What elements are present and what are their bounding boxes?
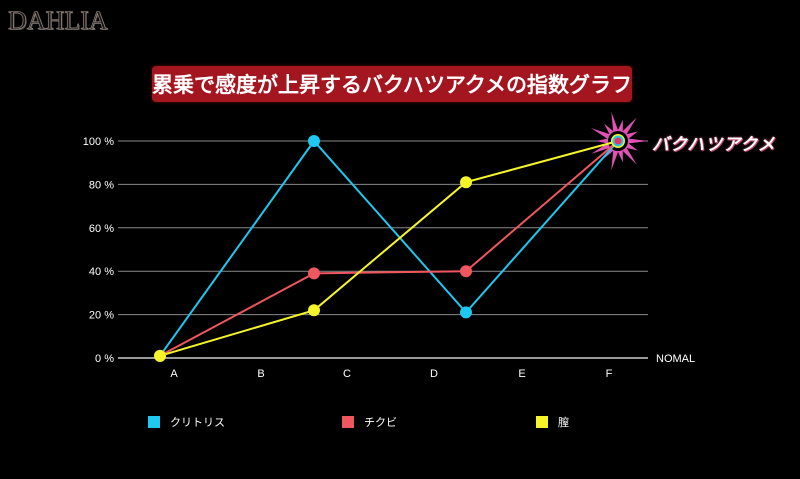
annotation-label: バクハツアクメ	[652, 135, 776, 155]
y-tick-label: 0 %	[95, 353, 114, 365]
x-tick-label: C	[343, 368, 351, 380]
x-tick-label: A	[170, 368, 178, 380]
data-point	[460, 265, 472, 278]
legend-swatch	[148, 416, 160, 428]
data-point	[460, 176, 472, 189]
data-point	[460, 306, 472, 319]
data-point	[308, 135, 320, 147]
legend-swatch	[342, 416, 354, 428]
legend-item-1: チクビ	[342, 414, 397, 430]
y-tick-label: 80 %	[89, 179, 114, 191]
y-tick-label: 60 %	[89, 223, 114, 235]
x-tick-label: B	[257, 368, 264, 380]
legend-label: チクビ	[364, 416, 397, 429]
data-point	[308, 304, 320, 317]
chart-title: 累乗で感度が上昇するバクハツアクメの指数グラフ	[152, 66, 632, 102]
series-line-0	[159, 139, 619, 357]
dahlia-logo: DAHLIA	[8, 6, 108, 36]
data-point	[308, 267, 320, 280]
data-point	[614, 137, 622, 145]
x-tick-label: E	[518, 368, 525, 380]
y-tick-label: 40 %	[89, 266, 114, 278]
x-tick-label: D	[430, 368, 438, 380]
legend-item-2: 膣	[536, 414, 569, 430]
data-point	[154, 349, 166, 362]
series-line-2	[159, 140, 619, 357]
legend-label: 膣	[558, 416, 569, 429]
legend-swatch	[536, 416, 548, 428]
x-axis-end-label: NOMAL	[656, 353, 695, 365]
legend-item-0: クリトリス	[148, 414, 225, 430]
y-tick-label: 100 %	[83, 136, 114, 148]
x-tick-label: F	[606, 368, 613, 380]
series-line-1	[159, 140, 619, 357]
y-tick-label: 20 %	[89, 310, 114, 322]
legend-label: クリトリス	[170, 416, 225, 429]
